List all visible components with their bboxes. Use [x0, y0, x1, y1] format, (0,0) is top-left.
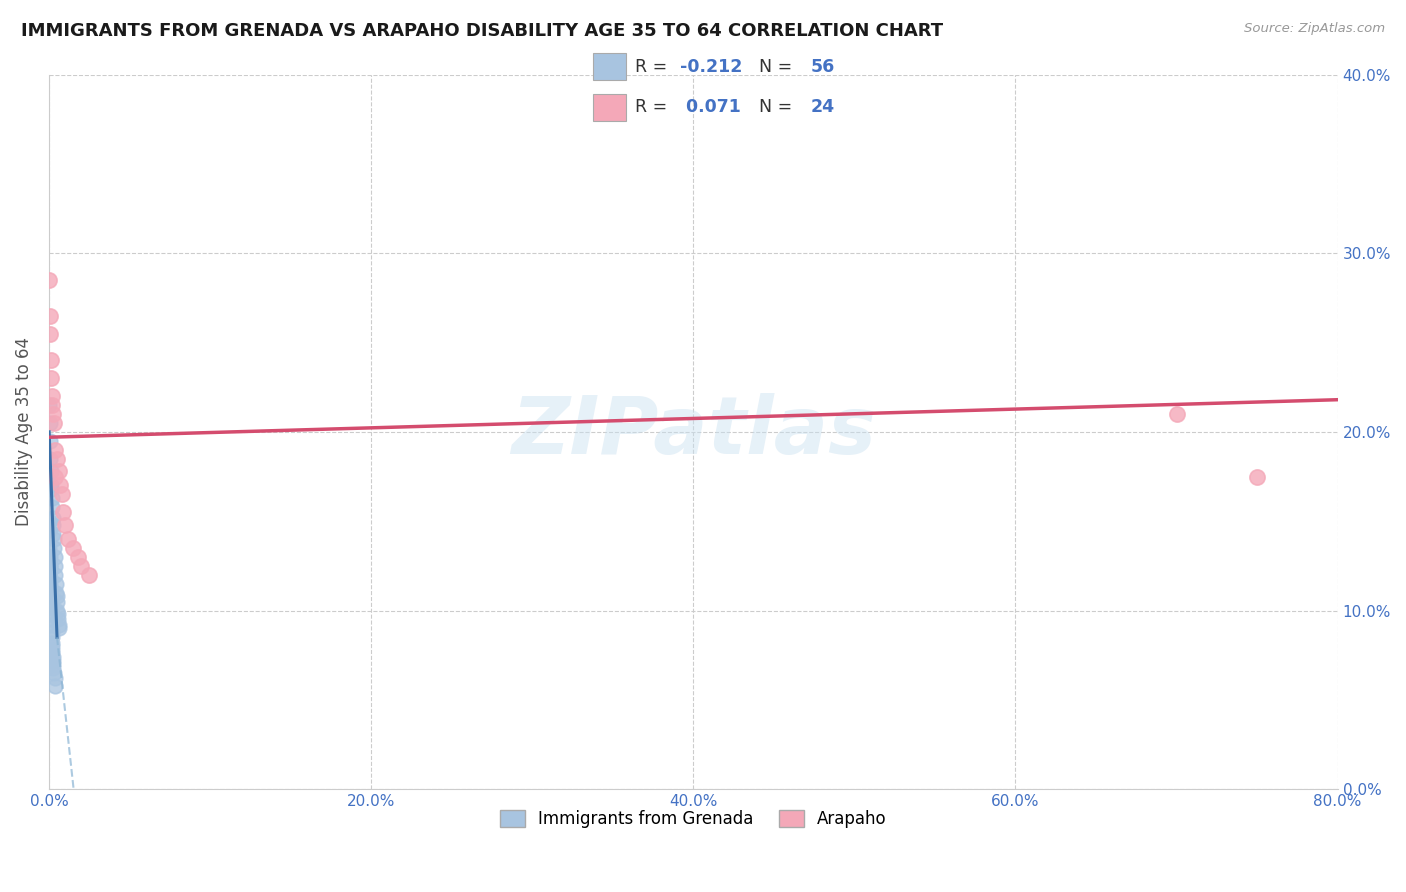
Point [38, 549, 60, 564]
Point [39, 434, 62, 448]
Point [38, 549, 60, 564]
Point [38, 523, 60, 537]
Text: N =: N = [759, 58, 797, 76]
Point [38, 541, 60, 555]
Point [48, 621, 70, 635]
FancyBboxPatch shape [592, 54, 626, 80]
Text: R =: R = [636, 58, 672, 76]
Point [42, 407, 65, 421]
Point [39, 612, 62, 626]
Point [42, 541, 65, 555]
Point [39, 589, 62, 603]
Point [1166, 407, 1188, 421]
Text: 0.071: 0.071 [681, 98, 741, 116]
Point [77, 567, 100, 582]
Text: 24: 24 [810, 98, 834, 116]
Point [53, 517, 76, 532]
Y-axis label: Disability Age 35 to 64: Disability Age 35 to 64 [15, 337, 32, 526]
Point [46, 451, 69, 466]
Point [44, 567, 66, 582]
Point [41, 640, 63, 654]
Point [41, 371, 63, 385]
Point [39, 571, 62, 585]
Text: R =: R = [636, 98, 672, 116]
Point [39, 607, 62, 621]
Point [44, 679, 66, 693]
Text: 56: 56 [810, 58, 834, 76]
Point [52, 505, 75, 519]
Point [46, 607, 69, 621]
Point [44, 442, 66, 457]
Point [42, 526, 65, 541]
Legend: Immigrants from Grenada, Arapaho: Immigrants from Grenada, Arapaho [494, 803, 893, 835]
Point [49, 478, 72, 492]
Point [42, 532, 65, 546]
Point [39, 353, 62, 368]
Point [46, 603, 69, 617]
Point [39, 582, 62, 596]
Point [38, 309, 60, 323]
Point [38, 514, 60, 528]
Text: ZIPatlas: ZIPatlas [510, 392, 876, 471]
Point [42, 661, 65, 675]
FancyBboxPatch shape [592, 94, 626, 120]
Text: -0.212: -0.212 [681, 58, 742, 76]
Point [38, 273, 60, 287]
Point [41, 636, 63, 650]
Point [44, 549, 66, 564]
Point [45, 585, 67, 599]
Point [41, 643, 63, 657]
Point [41, 482, 63, 496]
Point [44, 469, 66, 483]
Point [42, 666, 65, 681]
Point [44, 672, 66, 686]
Text: N =: N = [759, 98, 797, 116]
Point [41, 617, 63, 632]
Point [41, 398, 63, 412]
Point [58, 532, 80, 546]
Point [39, 326, 62, 341]
Point [42, 517, 65, 532]
Point [39, 451, 62, 466]
Point [39, 576, 62, 591]
Point [41, 631, 63, 645]
Text: Source: ZipAtlas.com: Source: ZipAtlas.com [1244, 22, 1385, 36]
Point [39, 564, 62, 578]
Point [42, 416, 65, 430]
Point [38, 558, 60, 573]
Point [38, 558, 60, 573]
Point [45, 576, 67, 591]
Point [62, 541, 84, 555]
Point [41, 650, 63, 665]
Point [46, 612, 69, 626]
Point [1246, 469, 1268, 483]
Point [48, 464, 70, 478]
Point [39, 594, 62, 608]
Point [46, 594, 69, 608]
Point [66, 549, 89, 564]
Point [41, 654, 63, 668]
Point [41, 510, 63, 524]
Point [41, 625, 63, 640]
Point [38, 398, 60, 412]
Point [44, 558, 66, 573]
Point [70, 558, 93, 573]
Point [45, 589, 67, 603]
Text: IMMIGRANTS FROM GRENADA VS ARAPAHO DISABILITY AGE 35 TO 64 CORRELATION CHART: IMMIGRANTS FROM GRENADA VS ARAPAHO DISAB… [21, 22, 943, 40]
Point [39, 599, 62, 614]
Point [41, 389, 63, 403]
Point [48, 617, 70, 632]
Point [38, 416, 60, 430]
Point [41, 491, 63, 505]
Point [39, 464, 62, 478]
Point [39, 478, 62, 492]
Point [41, 647, 63, 661]
Point [41, 500, 63, 514]
Point [42, 657, 65, 672]
Point [51, 487, 73, 501]
